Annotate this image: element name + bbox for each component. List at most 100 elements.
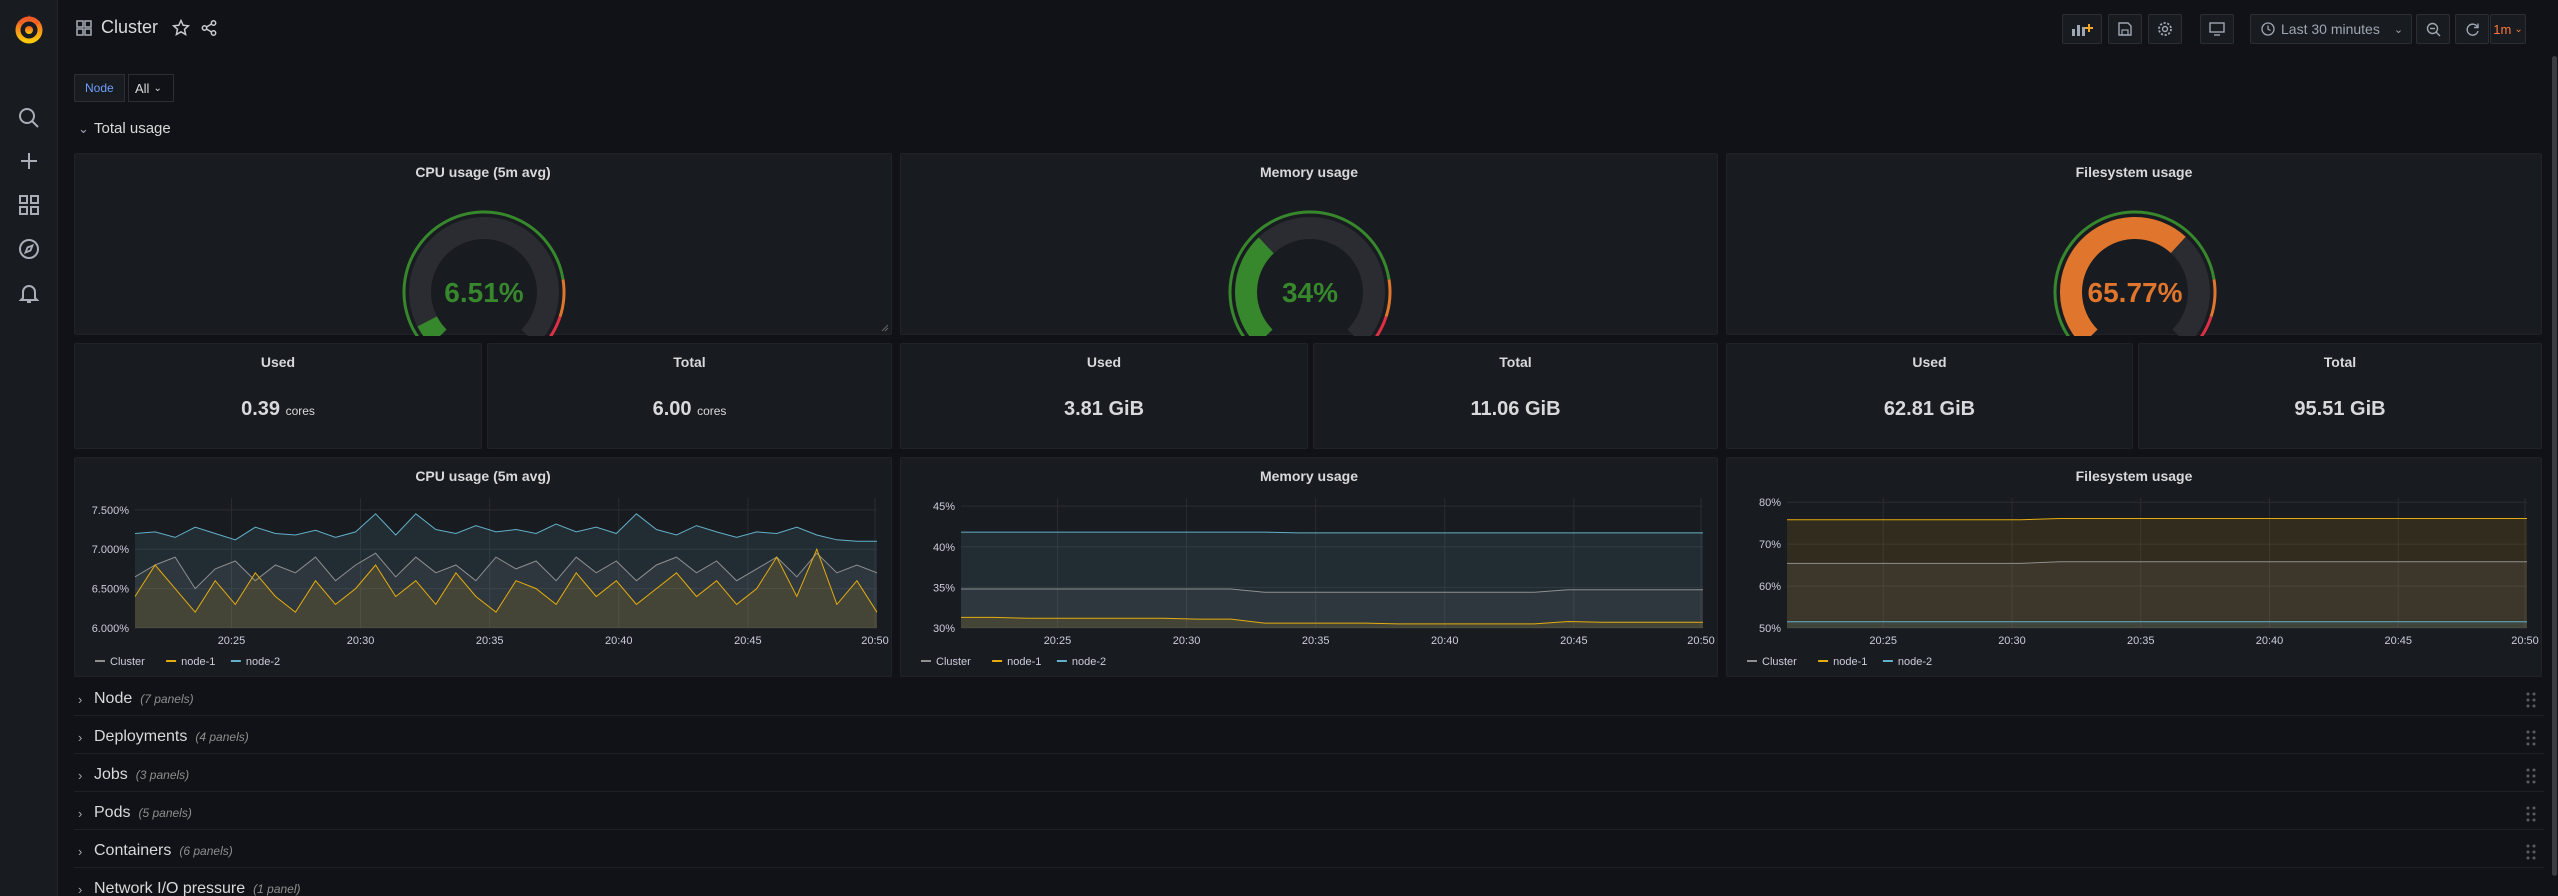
dashboard-title[interactable]: Cluster bbox=[101, 17, 159, 37]
y-tick-label: 6.000% bbox=[92, 623, 130, 635]
chevron-right-icon: › bbox=[78, 767, 83, 783]
row-header[interactable]: › Containers (6 panels) bbox=[78, 842, 233, 860]
legend-item-Cluster[interactable]: Cluster bbox=[936, 656, 971, 668]
chevron-right-icon: › bbox=[78, 881, 83, 896]
chevron-down-icon: ⌄ bbox=[153, 82, 162, 94]
legend-item-Cluster[interactable]: Cluster bbox=[110, 656, 145, 668]
legend-item-node-1[interactable]: node-1 bbox=[1007, 656, 1041, 668]
panel-cpu-total[interactable]: Total 6.00 cores bbox=[487, 343, 892, 449]
panel-memory-total[interactable]: Total 11.06 GiB bbox=[1313, 343, 1718, 449]
refresh-icon bbox=[2466, 22, 2479, 36]
gauge-threshold-red bbox=[548, 316, 562, 336]
search-icon[interactable] bbox=[17, 106, 41, 130]
resize-handle-icon[interactable] bbox=[881, 324, 889, 332]
panel-cpu-gauge[interactable]: CPU usage (5m avg) 6.51% bbox=[74, 153, 892, 336]
legend-item-node-2[interactable]: node-2 bbox=[1072, 656, 1106, 668]
row-header[interactable]: › Node (7 panels) bbox=[78, 690, 194, 708]
plus-icon[interactable] bbox=[17, 149, 41, 173]
chevron-down-icon: ⌄ bbox=[78, 120, 89, 136]
x-tick-label: 20:25 bbox=[1869, 635, 1897, 647]
series-line-Cluster bbox=[1787, 561, 2527, 564]
dashboard-settings-button[interactable] bbox=[2148, 14, 2182, 44]
panel-filesystem-gauge[interactable]: Filesystem usage 65.77% bbox=[1726, 153, 2542, 336]
row-pods[interactable]: › Pods (5 panels) bbox=[74, 798, 2544, 830]
panel-title: Memory usage bbox=[1259, 468, 1359, 484]
variable-select-node[interactable]: All ⌄ bbox=[128, 74, 174, 102]
cycle-view-mode-button[interactable] bbox=[2200, 14, 2234, 44]
gauge-value-text: 65.77% bbox=[2088, 277, 2183, 308]
panel-filesystem-timeseries[interactable]: Filesystem usage 50% 60% 70% 80% 20:25 20:30 2… bbox=[1726, 457, 2542, 677]
legend-item-node-1[interactable]: node-1 bbox=[181, 656, 215, 668]
filesystem-usage-gauge: 65.77% bbox=[2053, 210, 2217, 336]
gauge-threshold-red bbox=[2199, 316, 2213, 336]
series-line-Cluster bbox=[961, 588, 1703, 593]
drag-handle-icon[interactable] bbox=[2524, 690, 2538, 710]
panel-filesystem-total[interactable]: Total 95.51 GiB bbox=[2138, 343, 2542, 449]
panel-filesystem-used[interactable]: Used 62.81 GiB bbox=[1726, 343, 2133, 449]
dashboard-navbar: Cluster Last 30 minutes ⌄ 1m ⌄ bbox=[58, 0, 2558, 56]
row-network-io-pressure[interactable]: › Network I/O pressure (1 panel) bbox=[74, 874, 2544, 896]
drag-handle-icon[interactable] bbox=[2524, 728, 2538, 748]
row-jobs[interactable]: › Jobs (3 panels) bbox=[74, 760, 2544, 792]
add-panel-icon bbox=[2072, 24, 2093, 36]
stat-value: 0.39 cores bbox=[75, 398, 481, 421]
row-header[interactable]: › Deployments (4 panels) bbox=[78, 728, 249, 746]
grafana-logo-icon[interactable] bbox=[12, 12, 46, 46]
alerting-bell-icon[interactable] bbox=[17, 281, 41, 305]
row-deployments[interactable]: › Deployments (4 panels) bbox=[74, 722, 2544, 754]
time-picker-button[interactable]: Last 30 minutes ⌄ bbox=[2250, 14, 2412, 44]
side-menu bbox=[0, 0, 58, 896]
scrollbar-thumb[interactable] bbox=[2552, 56, 2557, 876]
x-tick-label: 20:25 bbox=[1044, 635, 1072, 647]
row-containers[interactable]: › Containers (6 panels) bbox=[74, 836, 2544, 868]
panel-memory-timeseries[interactable]: Memory usage 30% 35% 40% 45% 20:25 20:30 20:35… bbox=[900, 457, 1718, 677]
row-header[interactable]: › Pods (5 panels) bbox=[78, 804, 192, 822]
legend-item-node-2[interactable]: node-2 bbox=[246, 656, 280, 668]
drag-handle-icon[interactable] bbox=[2524, 766, 2538, 786]
star-icon[interactable] bbox=[172, 19, 190, 37]
panel-memory-used[interactable]: Used 3.81 GiB bbox=[900, 343, 1308, 449]
panel-title: Filesystem usage bbox=[2075, 468, 2193, 484]
drag-handle-icon[interactable] bbox=[2524, 804, 2538, 824]
legend-item-Cluster[interactable]: Cluster bbox=[1762, 656, 1797, 668]
stat-unit: cores bbox=[697, 404, 727, 418]
share-icon[interactable] bbox=[200, 19, 218, 37]
x-tick-label: 20:30 bbox=[1173, 635, 1201, 647]
refresh-button[interactable] bbox=[2455, 14, 2489, 44]
refresh-interval-picker[interactable]: 1m ⌄ bbox=[2490, 14, 2526, 44]
x-tick-label: 20:35 bbox=[2127, 635, 2155, 647]
row-title: Node bbox=[94, 690, 133, 707]
chevron-down-icon: ⌄ bbox=[2514, 23, 2523, 35]
x-tick-label: 20:30 bbox=[1998, 635, 2026, 647]
row-node[interactable]: › Node (7 panels) bbox=[74, 684, 2544, 716]
row-total-usage[interactable]: ⌄ Total usage bbox=[78, 120, 171, 137]
time-range-label: Last 30 minutes bbox=[2281, 21, 2380, 37]
gauge-threshold-green bbox=[1228, 210, 1391, 336]
explore-compass-icon[interactable] bbox=[17, 237, 41, 261]
x-tick-label: 20:40 bbox=[605, 635, 633, 647]
series-area-Cluster bbox=[1787, 561, 2527, 628]
row-header[interactable]: › Network I/O pressure (1 panel) bbox=[78, 880, 301, 896]
add-panel-button[interactable] bbox=[2062, 14, 2102, 44]
stat-value: 95.51 GiB bbox=[2294, 398, 2386, 420]
drag-handle-icon[interactable] bbox=[2524, 842, 2538, 862]
dashboards-icon[interactable] bbox=[17, 193, 41, 217]
clock-icon bbox=[2261, 22, 2275, 36]
row-header[interactable]: › Jobs (3 panels) bbox=[78, 766, 189, 784]
save-dashboard-button[interactable] bbox=[2108, 14, 2142, 44]
chevron-right-icon: › bbox=[78, 805, 83, 821]
row-title: Total usage bbox=[94, 120, 171, 137]
stat-value: 6.00 cores bbox=[488, 398, 891, 421]
panel-cpu-used[interactable]: Used 0.39 cores bbox=[74, 343, 482, 449]
page-scrollbar[interactable] bbox=[2550, 56, 2558, 896]
legend-item-node-1[interactable]: node-1 bbox=[1833, 656, 1867, 668]
zoom-out-button[interactable] bbox=[2416, 14, 2450, 44]
x-tick-label: 20:40 bbox=[2256, 635, 2284, 647]
x-tick-label: 20:40 bbox=[1431, 635, 1459, 647]
panel-memory-gauge[interactable]: Memory usage 34% bbox=[900, 153, 1718, 336]
row-panel-count: (7 panels) bbox=[140, 692, 194, 706]
variable-label-node: Node bbox=[74, 74, 125, 102]
panel-title: Used bbox=[260, 354, 296, 370]
panel-cpu-timeseries[interactable]: CPU usage (5m avg) 6.000% 6.500% 7.000% 7.5… bbox=[74, 457, 892, 677]
legend-item-node-2[interactable]: node-2 bbox=[1898, 656, 1932, 668]
